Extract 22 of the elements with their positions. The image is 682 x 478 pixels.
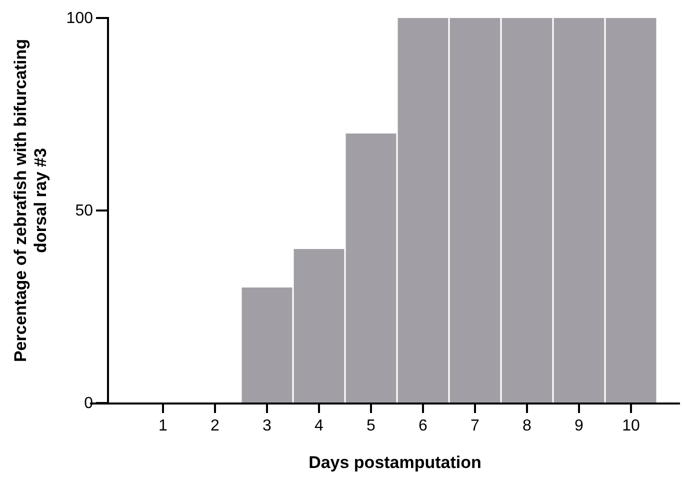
x-tick-label: 7 [470,417,480,434]
y-tick-label: 50 [75,202,94,220]
x-tick-label: 2 [210,417,220,434]
x-tick-label: 4 [314,417,324,434]
bar [606,18,656,403]
bar [450,18,500,403]
bar [346,134,396,403]
x-tick-label: 5 [366,417,376,434]
x-axis-title: Days postamputation [308,453,482,472]
y-axis-title: Percentage of zebrafish with bifurcating dorsal ray #3 [11,38,50,362]
x-tick-label: 3 [262,417,272,434]
y-tick-label: 100 [66,10,94,28]
x-tick-label: 9 [574,417,584,434]
x-tick-label: 6 [418,417,428,434]
bar [502,18,552,403]
x-tick-label: 8 [522,417,532,434]
bar [242,288,292,403]
bar [294,249,344,403]
x-tick-label: 1 [158,417,168,434]
bar [554,18,604,403]
bar [398,18,448,403]
x-tick-label: 10 [622,417,640,434]
